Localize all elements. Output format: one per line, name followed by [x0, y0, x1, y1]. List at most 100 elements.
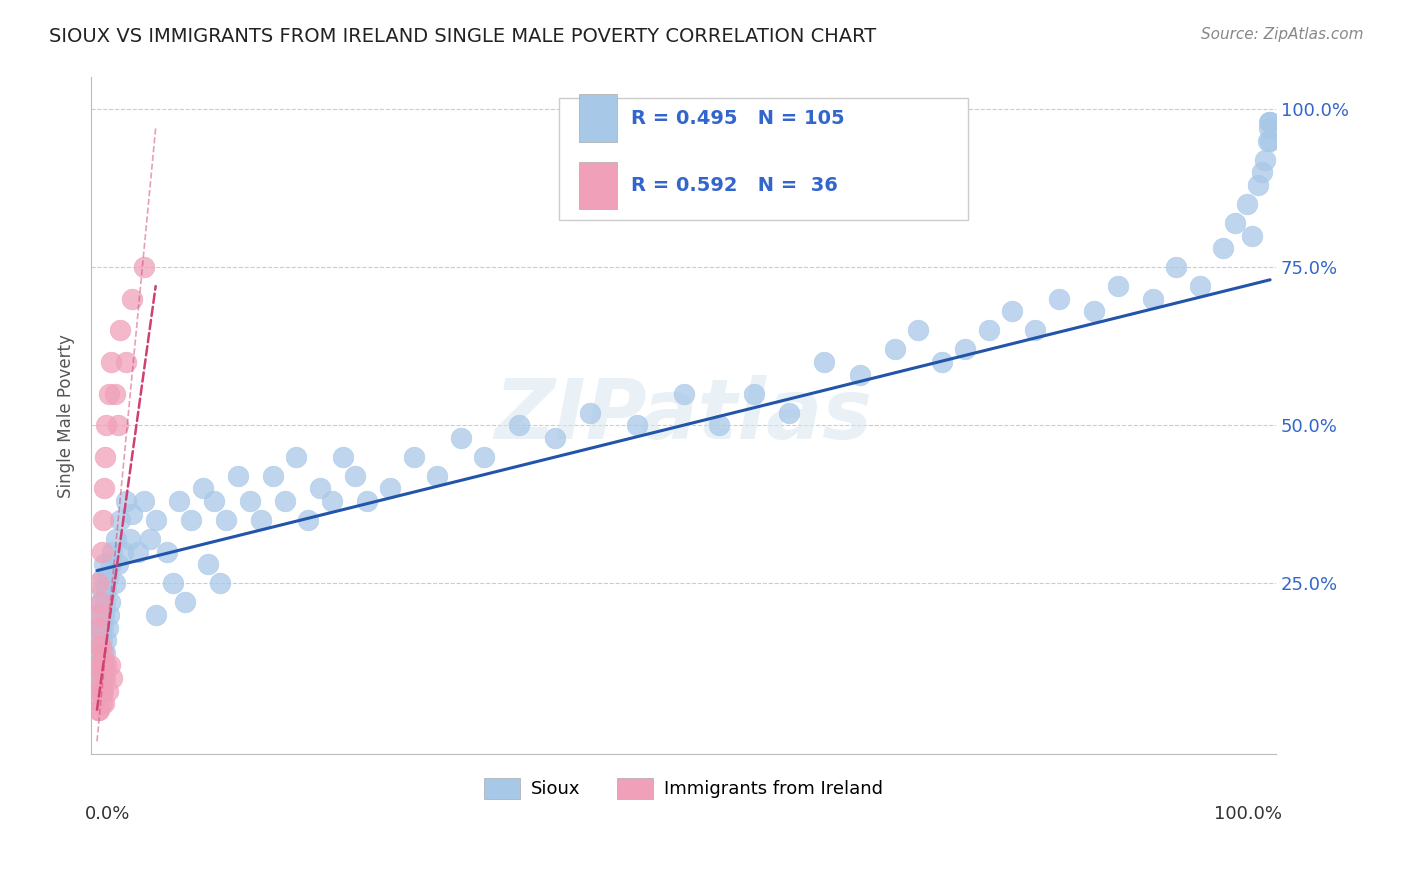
Point [97, 683, 120, 698]
Y-axis label: Single Male Poverty: Single Male Poverty [58, 334, 75, 498]
Point [262, 468, 284, 483]
Point [226, 468, 249, 483]
Point [89, 658, 111, 673]
Point [89, 703, 111, 717]
Point [543, 431, 565, 445]
Point [90, 671, 112, 685]
Point [167, 494, 190, 508]
Point [215, 513, 238, 527]
Text: 100.0%: 100.0% [1213, 805, 1282, 822]
Point [87, 683, 110, 698]
Point [1001, 304, 1024, 318]
Point [100, 355, 122, 369]
Point [1188, 279, 1211, 293]
Point [1258, 114, 1281, 128]
Point [93, 607, 115, 622]
Point [93, 482, 115, 496]
Point [90, 640, 112, 654]
Point [626, 418, 648, 433]
Point [1257, 134, 1279, 148]
Bar [579, 95, 617, 142]
Point [1142, 292, 1164, 306]
Point [508, 418, 530, 433]
Point [97, 607, 120, 622]
Point [94, 450, 117, 464]
Point [1247, 178, 1270, 192]
Point [91, 620, 114, 634]
Point [145, 607, 167, 622]
Point [285, 450, 308, 464]
Point [87, 658, 110, 673]
Text: R = 0.495   N = 105: R = 0.495 N = 105 [631, 109, 845, 128]
Point [778, 405, 800, 419]
Point [111, 544, 134, 558]
Point [1241, 228, 1264, 243]
Point [450, 431, 472, 445]
Point [309, 482, 332, 496]
Point [94, 671, 117, 685]
Point [110, 513, 132, 527]
Point [156, 544, 179, 558]
Point [813, 355, 835, 369]
Point [87, 620, 110, 634]
Point [180, 513, 202, 527]
Point [1258, 121, 1281, 136]
Point [104, 532, 127, 546]
Point [297, 513, 319, 527]
Point [93, 658, 115, 673]
Point [93, 558, 115, 572]
Point [89, 633, 111, 648]
Legend: Sioux, Immigrants from Ireland: Sioux, Immigrants from Ireland [477, 771, 890, 805]
Point [93, 658, 115, 673]
Point [101, 671, 124, 685]
Point [127, 544, 149, 558]
Point [107, 418, 129, 433]
Point [98, 658, 121, 673]
Point [93, 697, 115, 711]
Point [707, 418, 730, 433]
Point [90, 683, 112, 698]
Point [96, 582, 118, 597]
Point [931, 355, 953, 369]
Point [87, 576, 110, 591]
Point [90, 646, 112, 660]
Text: SIOUX VS IMMIGRANTS FROM IRELAND SINGLE MALE POVERTY CORRELATION CHART: SIOUX VS IMMIGRANTS FROM IRELAND SINGLE … [49, 27, 876, 45]
Point [87, 620, 110, 634]
Point [87, 646, 110, 660]
Text: R = 0.592   N =  36: R = 0.592 N = 36 [631, 177, 838, 195]
Point [107, 558, 129, 572]
Point [97, 386, 120, 401]
Point [87, 703, 110, 717]
Point [1024, 323, 1046, 337]
Point [162, 576, 184, 591]
Point [402, 450, 425, 464]
Point [98, 595, 121, 609]
Point [1236, 197, 1258, 211]
Point [91, 513, 114, 527]
Text: ZIPatlas: ZIPatlas [495, 376, 873, 456]
Point [90, 595, 112, 609]
Point [380, 482, 402, 496]
Point [115, 355, 138, 369]
Point [89, 671, 111, 685]
Point [426, 468, 449, 483]
Point [94, 595, 117, 609]
Point [332, 450, 354, 464]
Point [87, 671, 110, 685]
Point [977, 323, 1000, 337]
Point [1254, 153, 1277, 167]
Point [90, 633, 112, 648]
Point [145, 513, 167, 527]
Point [1107, 279, 1129, 293]
Point [1047, 292, 1070, 306]
Point [110, 323, 132, 337]
Point [321, 494, 343, 508]
Point [1258, 134, 1281, 148]
Point [356, 494, 378, 508]
Point [121, 292, 143, 306]
Point [94, 646, 117, 660]
Point [90, 697, 112, 711]
Point [344, 468, 367, 483]
Point [238, 494, 260, 508]
Point [672, 386, 695, 401]
